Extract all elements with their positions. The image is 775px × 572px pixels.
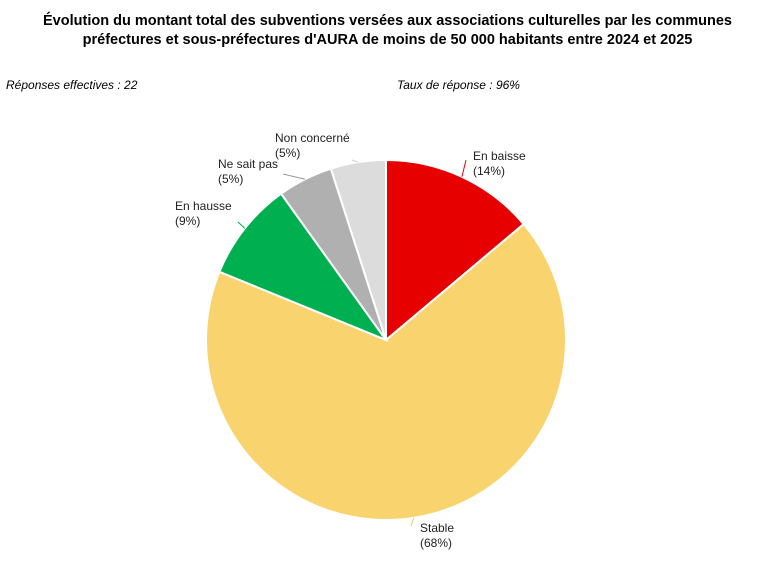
slice-value-label: (14%)	[473, 164, 505, 178]
slice-label: Non concerné	[275, 131, 350, 145]
response-rate: Taux de réponse : 96%	[397, 78, 520, 92]
leader-line	[461, 159, 467, 177]
pie-slice-en-hausse	[218, 192, 389, 343]
slice-value-label: (5%)	[275, 146, 300, 160]
chart-title-line-1: Évolution du montant total des subventio…	[43, 13, 732, 29]
pie-slice-non-concern-	[329, 158, 387, 341]
leader-line	[410, 517, 415, 527]
slice-value-label: (9%)	[175, 214, 200, 228]
leader-line	[282, 173, 306, 180]
slice-label: Stable	[420, 521, 454, 535]
responses-count: Réponses effectives : 22	[6, 78, 138, 92]
pie-slice-en-baisse	[385, 158, 526, 343]
pie-slice-stable	[205, 222, 567, 521]
chart-title-line-2: préfectures et sous-préfectures d'AURA d…	[82, 32, 693, 48]
slice-label: En hausse	[175, 199, 232, 213]
slice-label: Ne sait pas	[218, 157, 278, 171]
leader-line	[237, 221, 246, 229]
chart-title: Évolution du montant total des subventio…	[0, 12, 775, 50]
slice-value-label: (5%)	[218, 172, 243, 186]
slice-label: En baisse	[473, 149, 526, 163]
leader-line	[351, 159, 359, 163]
slice-value-label: (68%)	[420, 536, 452, 550]
